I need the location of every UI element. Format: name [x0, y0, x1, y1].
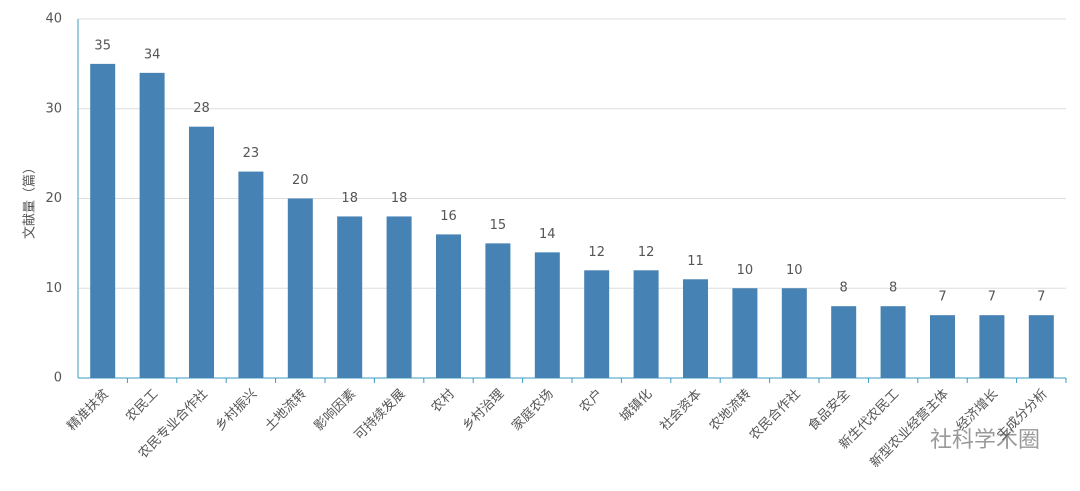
data-label: 7 [938, 290, 946, 305]
x-tick-label: 农民合作社 [746, 386, 803, 443]
y-tick-label: 10 [45, 281, 62, 296]
x-tick-label: 可持续发展 [351, 386, 408, 443]
x-tick-label: 城镇化 [617, 387, 655, 425]
y-tick-label: 40 [45, 12, 62, 27]
data-label: 16 [440, 209, 457, 224]
x-tick-label: 影响因素 [311, 386, 359, 434]
bar [683, 279, 708, 378]
x-tick-label: 社会资本 [657, 386, 705, 434]
bar [386, 216, 412, 378]
x-tick-label: 家庭农场 [509, 386, 557, 434]
bar [930, 315, 955, 378]
data-label: 18 [391, 191, 408, 206]
data-label: 8 [889, 281, 897, 296]
x-tick-label: 土地流转 [262, 387, 309, 434]
data-label: 8 [840, 281, 848, 296]
x-tick-label: 食品安全 [805, 386, 853, 434]
data-label: 14 [539, 227, 556, 242]
bar [337, 216, 363, 378]
x-tick-label: 农地流转 [707, 387, 754, 434]
data-label: 7 [1037, 290, 1045, 305]
bar [880, 306, 906, 378]
data-label: 7 [988, 290, 996, 305]
data-label: 18 [341, 191, 358, 206]
x-tick-label: 乡村治理 [460, 387, 507, 434]
data-label: 10 [786, 263, 803, 278]
data-label: 28 [193, 101, 210, 116]
bar [287, 198, 313, 378]
data-label: 34 [144, 47, 161, 62]
x-tick-label: 经济增长 [954, 387, 1001, 434]
bar [633, 270, 659, 378]
bar [831, 306, 857, 378]
bar [1028, 315, 1054, 378]
x-tick-label: 精准扶贫 [64, 386, 112, 434]
bar [90, 63, 116, 378]
y-tick-label: 20 [45, 191, 62, 206]
data-label: 11 [687, 254, 704, 269]
x-tick-label: 农民工 [123, 387, 161, 425]
bar [781, 288, 807, 378]
data-label: 12 [588, 245, 605, 260]
y-axis-label: 文献量（篇） [23, 161, 38, 239]
x-tick-label: 农村 [429, 387, 458, 416]
data-label: 15 [490, 218, 507, 233]
bar [139, 72, 165, 378]
bar [534, 252, 560, 378]
data-label: 10 [737, 263, 754, 278]
data-label: 35 [94, 38, 111, 53]
bar [584, 270, 610, 378]
bar [732, 288, 758, 378]
bar [979, 315, 1005, 378]
y-tick-label: 0 [54, 371, 62, 386]
bar [238, 171, 264, 378]
bar [485, 243, 511, 378]
x-tick-label: 农户 [576, 386, 606, 416]
x-tick-label: 乡村振兴 [213, 387, 260, 434]
data-label: 23 [243, 146, 260, 161]
watermark: 社科学术圈 [930, 428, 1040, 453]
data-label: 20 [292, 173, 309, 188]
bar [436, 234, 461, 378]
y-tick-label: 30 [45, 101, 62, 116]
data-label: 12 [638, 245, 655, 260]
bar [189, 126, 214, 378]
